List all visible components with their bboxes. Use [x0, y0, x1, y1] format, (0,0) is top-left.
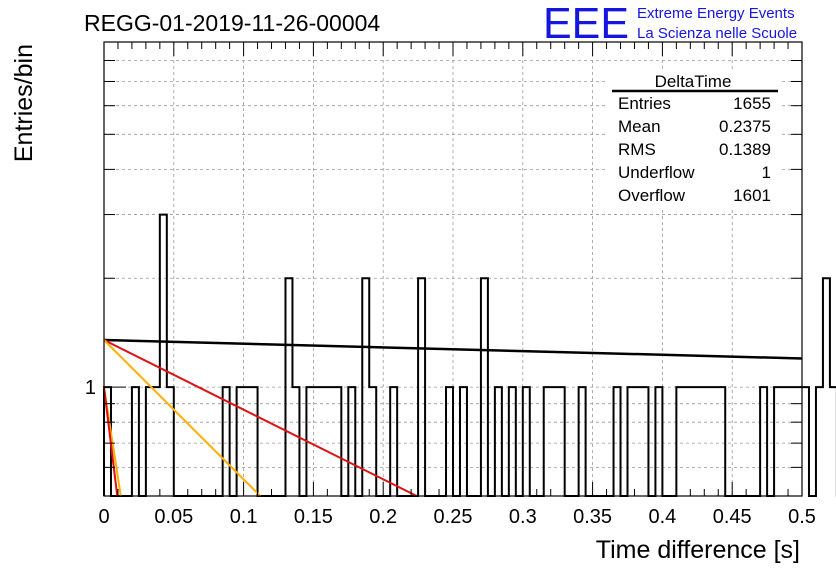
- stats-label: Entries: [618, 94, 671, 113]
- x-tick-label: 0.2: [369, 506, 397, 528]
- fit-lines: [103, 338, 803, 497]
- x-tick-label: 0: [98, 506, 109, 528]
- logo-mark: EEE: [543, 0, 629, 48]
- stats-value: 0.1389: [719, 140, 771, 159]
- x-tick-label: 0.1: [230, 506, 258, 528]
- fit-line-1: [103, 338, 803, 360]
- stats-box-background: [608, 70, 780, 210]
- stats-title: DeltaTime: [655, 72, 732, 91]
- fit-line-5: [103, 387, 119, 497]
- histogram: [103, 213, 836, 497]
- logo-line-2: La Scienza nelle Scuole: [637, 25, 797, 42]
- stats-value: 1: [762, 163, 771, 182]
- axes: 0 0.05 0.1 0.15 0.2 0.25 0.3 0.35 0.4 0.45 0.5 1: [85, 41, 816, 528]
- x-tick-label: 0.3: [509, 506, 537, 528]
- x-tick-label: 0.4: [648, 506, 676, 528]
- histogram-outline: [103, 213, 836, 497]
- logo-line-1: Extreme Energy Events: [637, 5, 795, 22]
- x-tick-label: 0.05: [154, 506, 193, 528]
- chart-title: REGG-01-2019-11-26-00004: [84, 10, 380, 36]
- stats-value: 1655: [733, 94, 771, 113]
- stats-box: DeltaTime Entries 1655 Mean 0.2375 RMS 0.1389…: [608, 70, 780, 210]
- stats-label: Underflow: [618, 163, 695, 182]
- stats-label: Overflow: [618, 186, 686, 205]
- eee-logo: EEE Extreme Energy Events La Scienza nel…: [543, 0, 797, 48]
- fit-line-3: [103, 339, 262, 497]
- x-axis-label: Time difference [s]: [596, 536, 800, 564]
- x-tick-label: 0.15: [294, 506, 333, 528]
- stats-label: Mean: [618, 117, 661, 136]
- x-tick-label: 0.5: [788, 506, 816, 528]
- x-tick-label: 0.25: [434, 506, 473, 528]
- stats-label: RMS: [618, 140, 656, 159]
- stats-value: 1601: [733, 186, 771, 205]
- x-tick-label: 0.45: [713, 506, 752, 528]
- x-tick-label: 0.35: [573, 506, 612, 528]
- stats-value: 0.2375: [719, 117, 771, 136]
- y-tick-label: 1: [85, 377, 96, 399]
- y-axis-label: Entries/bin: [10, 44, 38, 162]
- fit-line-2: [103, 339, 418, 497]
